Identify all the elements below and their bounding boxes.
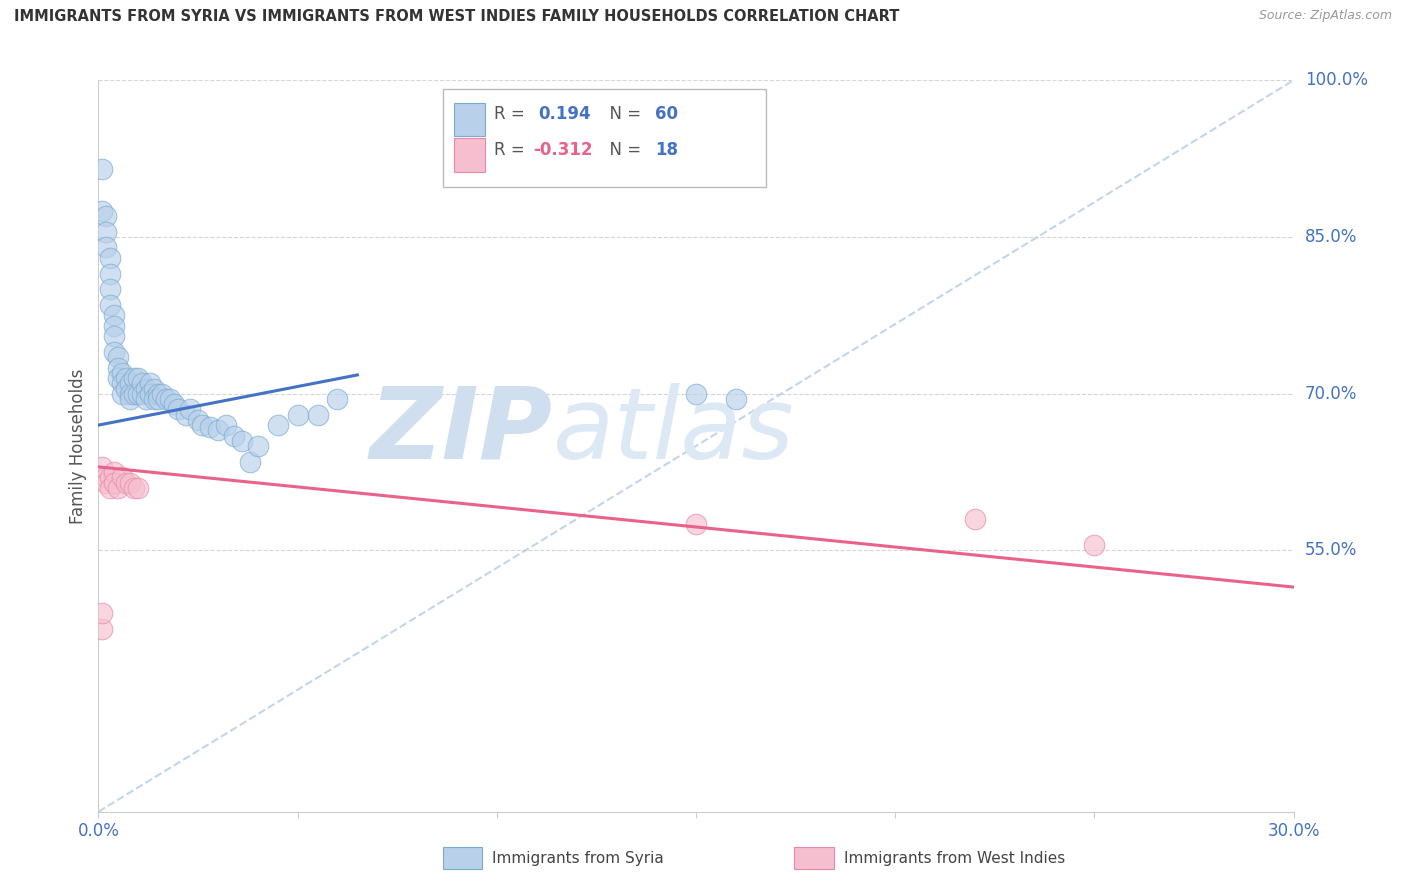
Point bbox=[246, 439, 269, 453]
Point bbox=[107, 371, 129, 385]
Point bbox=[103, 465, 125, 479]
Text: R =: R = bbox=[494, 105, 530, 123]
Point bbox=[148, 386, 170, 401]
Point bbox=[222, 428, 245, 442]
Point bbox=[91, 459, 114, 474]
Y-axis label: Family Households: Family Households bbox=[69, 368, 87, 524]
Point bbox=[159, 392, 181, 406]
Point bbox=[103, 318, 125, 333]
Point bbox=[111, 386, 134, 401]
Point bbox=[115, 382, 138, 396]
Point bbox=[148, 392, 170, 406]
Point bbox=[98, 481, 122, 495]
Point bbox=[326, 392, 349, 406]
Point bbox=[167, 402, 190, 417]
Point bbox=[287, 408, 309, 422]
Text: Source: ZipAtlas.com: Source: ZipAtlas.com bbox=[1258, 9, 1392, 22]
Point bbox=[155, 392, 177, 406]
Point bbox=[111, 376, 134, 391]
Point bbox=[103, 345, 125, 359]
Text: 18: 18 bbox=[655, 141, 678, 159]
Text: -0.312: -0.312 bbox=[533, 141, 592, 159]
Point bbox=[91, 162, 114, 177]
Text: IMMIGRANTS FROM SYRIA VS IMMIGRANTS FROM WEST INDIES FAMILY HOUSEHOLDS CORRELATI: IMMIGRANTS FROM SYRIA VS IMMIGRANTS FROM… bbox=[14, 9, 900, 24]
Text: Immigrants from Syria: Immigrants from Syria bbox=[492, 851, 664, 865]
Point bbox=[191, 418, 214, 433]
Point bbox=[267, 418, 290, 433]
Point bbox=[685, 517, 707, 532]
Point bbox=[96, 475, 118, 490]
Point bbox=[96, 225, 118, 239]
Text: N =: N = bbox=[599, 105, 647, 123]
Point bbox=[96, 240, 118, 254]
Point bbox=[120, 392, 142, 406]
Text: 85.0%: 85.0% bbox=[1305, 228, 1357, 246]
Text: ZIP: ZIP bbox=[370, 383, 553, 480]
Point bbox=[107, 360, 129, 375]
Point bbox=[91, 606, 114, 620]
Point bbox=[143, 392, 166, 406]
Text: N =: N = bbox=[599, 141, 647, 159]
Point bbox=[135, 392, 157, 406]
Point bbox=[96, 209, 118, 223]
Point bbox=[215, 418, 238, 433]
Text: 70.0%: 70.0% bbox=[1305, 384, 1357, 403]
Point bbox=[198, 420, 221, 434]
Point bbox=[1083, 538, 1105, 552]
Point bbox=[103, 309, 125, 323]
Point bbox=[163, 397, 186, 411]
Point bbox=[139, 386, 162, 401]
Point bbox=[724, 392, 747, 406]
Point bbox=[91, 203, 114, 218]
Point bbox=[150, 386, 173, 401]
Text: 0.194: 0.194 bbox=[538, 105, 591, 123]
Point bbox=[231, 434, 253, 448]
Point bbox=[239, 455, 262, 469]
Point bbox=[115, 371, 138, 385]
Point bbox=[103, 475, 125, 490]
Point bbox=[139, 376, 162, 391]
Text: 100.0%: 100.0% bbox=[1305, 71, 1368, 89]
Point bbox=[127, 386, 149, 401]
Point bbox=[131, 386, 153, 401]
Point bbox=[143, 382, 166, 396]
Point bbox=[111, 366, 134, 380]
Point bbox=[207, 423, 229, 437]
Point bbox=[963, 512, 986, 526]
Point bbox=[174, 408, 197, 422]
Point bbox=[124, 386, 146, 401]
Point bbox=[120, 475, 142, 490]
Point bbox=[98, 298, 122, 312]
Point bbox=[98, 267, 122, 281]
Point bbox=[96, 470, 118, 484]
Text: 60: 60 bbox=[655, 105, 678, 123]
Point bbox=[98, 470, 122, 484]
Text: Immigrants from West Indies: Immigrants from West Indies bbox=[844, 851, 1064, 865]
Text: 55.0%: 55.0% bbox=[1305, 541, 1357, 559]
Point bbox=[187, 413, 209, 427]
Point bbox=[124, 371, 146, 385]
Point bbox=[179, 402, 201, 417]
Point bbox=[135, 382, 157, 396]
Point bbox=[124, 481, 146, 495]
Point bbox=[107, 481, 129, 495]
Point bbox=[98, 282, 122, 296]
Point bbox=[685, 386, 707, 401]
Point bbox=[120, 386, 142, 401]
Point bbox=[91, 622, 114, 636]
Point bbox=[131, 376, 153, 391]
Point bbox=[103, 329, 125, 343]
Point bbox=[127, 481, 149, 495]
Point bbox=[111, 470, 134, 484]
Text: R =: R = bbox=[494, 141, 530, 159]
Point bbox=[127, 371, 149, 385]
Point bbox=[115, 475, 138, 490]
Point bbox=[307, 408, 329, 422]
Point bbox=[107, 350, 129, 364]
Point bbox=[120, 376, 142, 391]
Point bbox=[98, 251, 122, 265]
Text: atlas: atlas bbox=[553, 383, 794, 480]
